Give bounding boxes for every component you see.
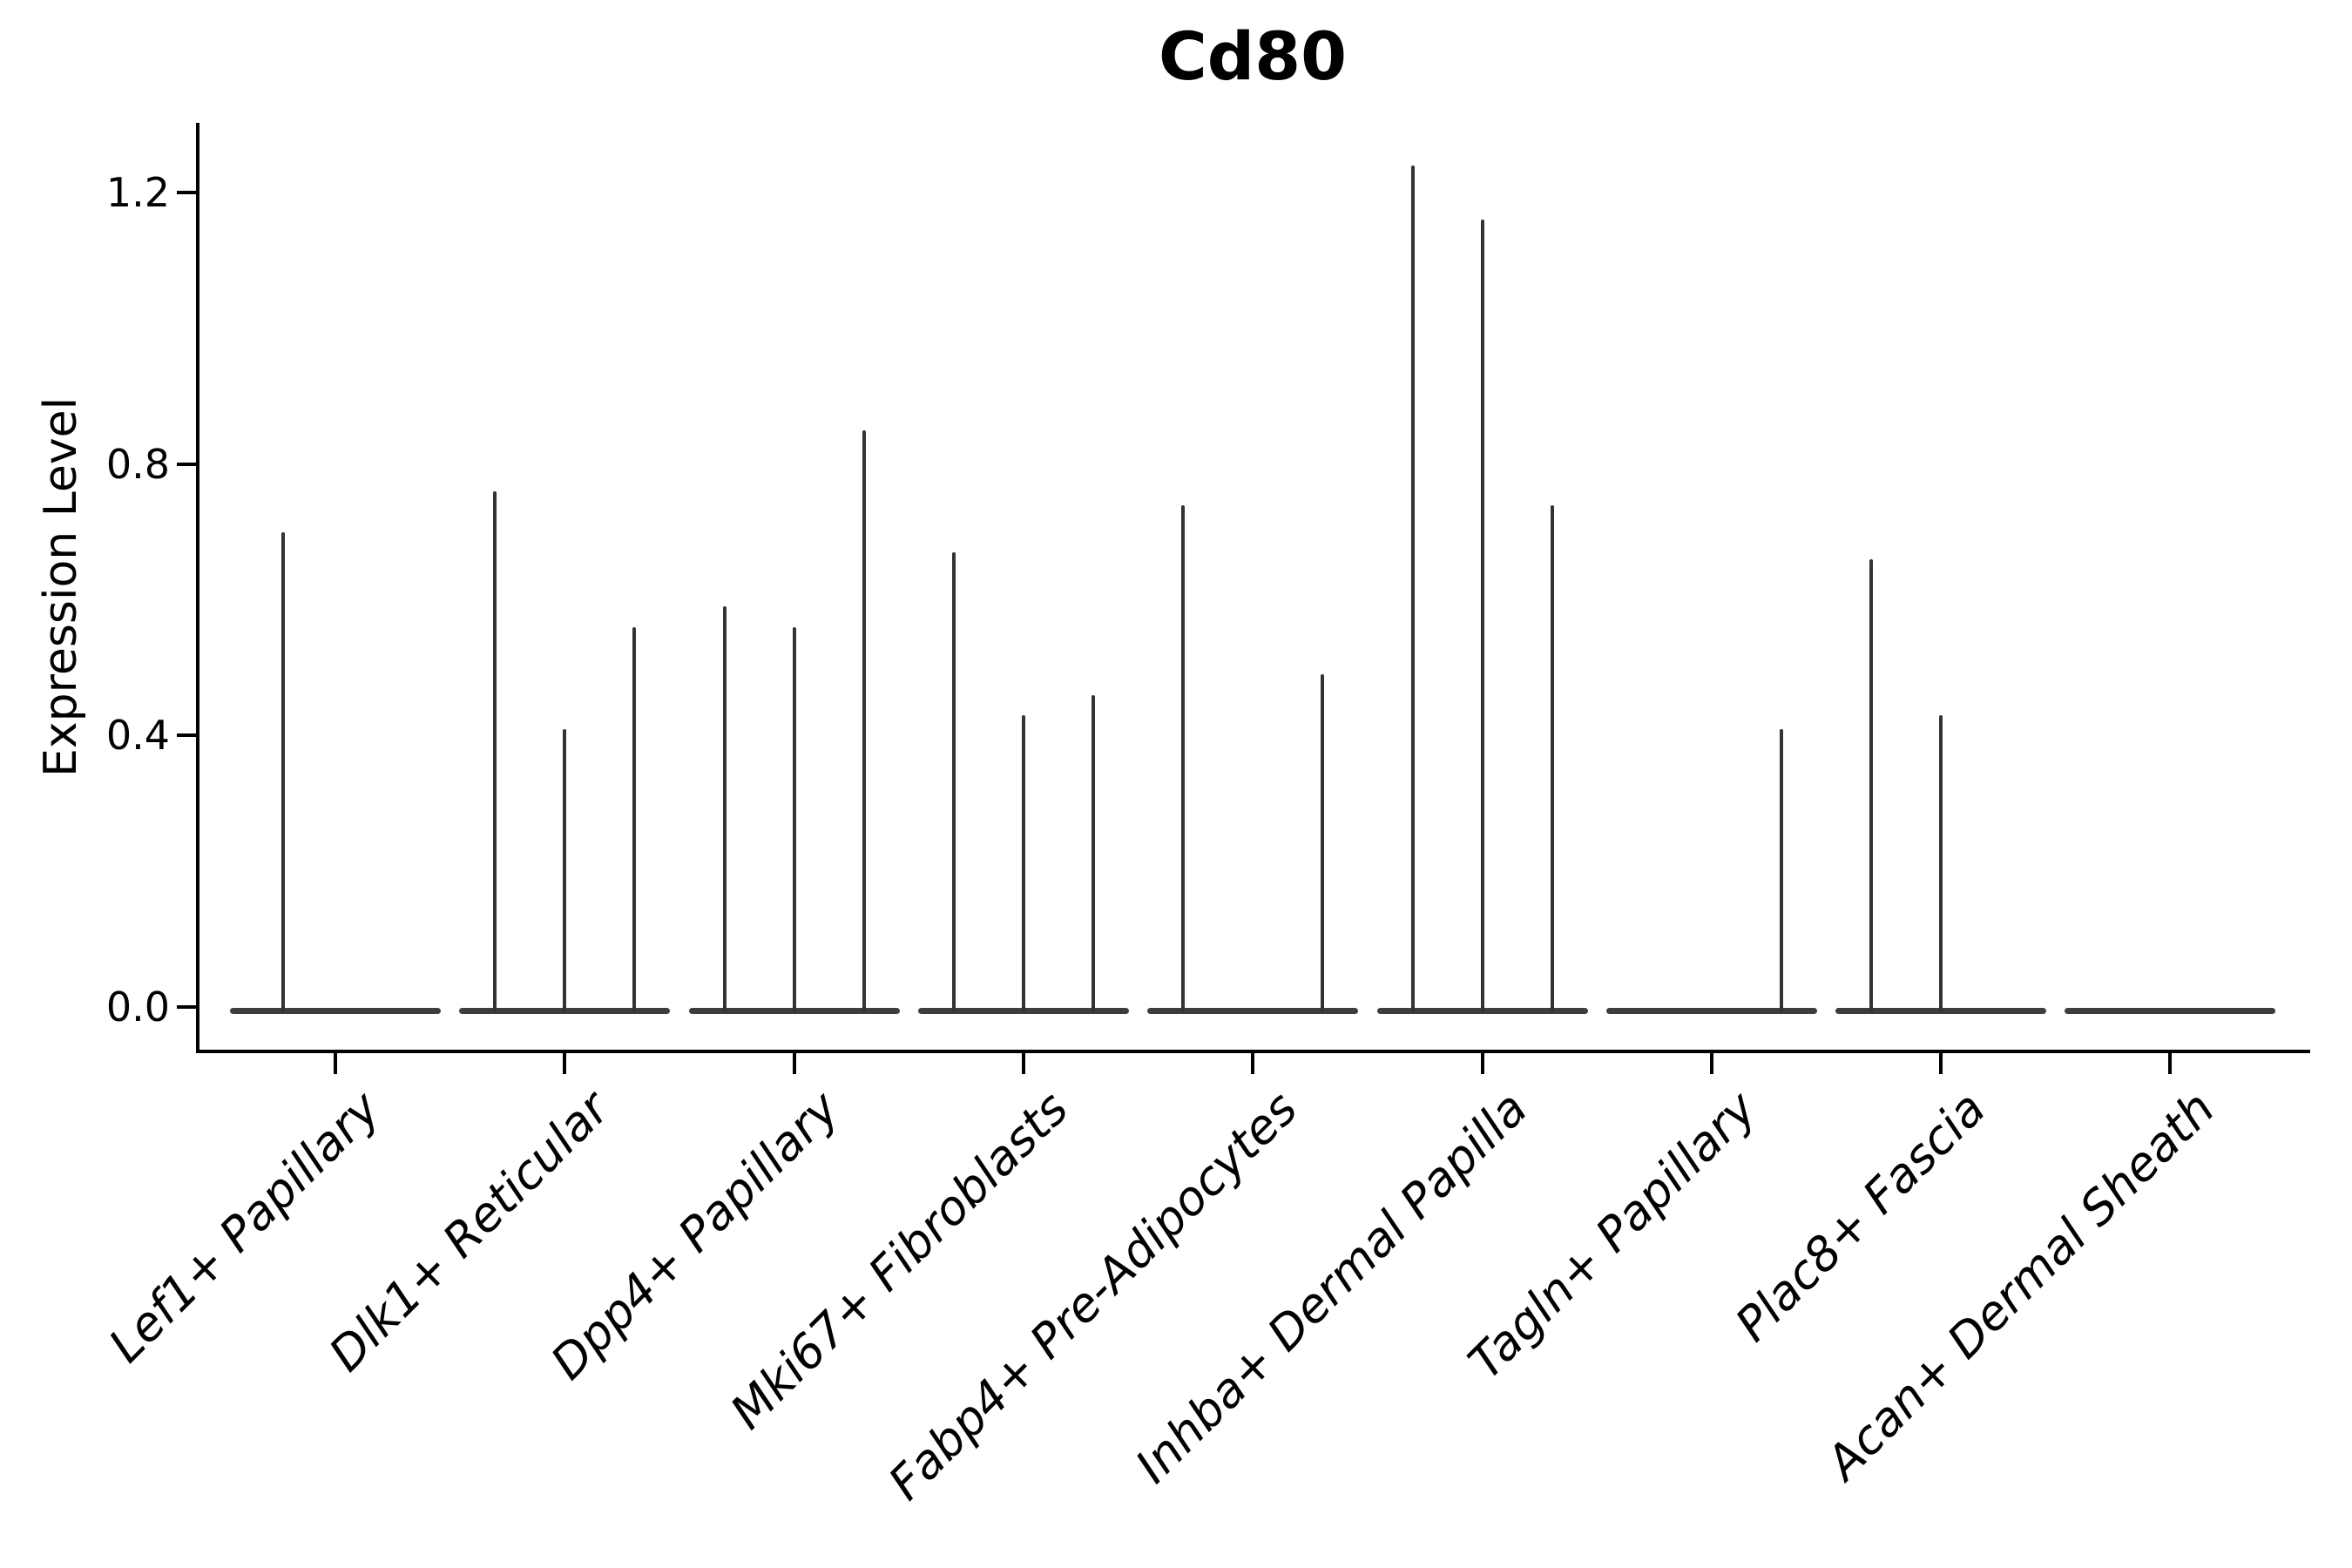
violin-spike (723, 606, 727, 1012)
violin-spike (493, 491, 497, 1012)
violin-base (2065, 1008, 2275, 1014)
x-axis-spine (196, 1050, 2310, 1053)
violin-spike (1181, 505, 1185, 1012)
y-tick-label: 0.0 (105, 983, 170, 1031)
violin-spike (1551, 505, 1554, 1012)
y-tick-mark (177, 463, 196, 466)
violin-base (230, 1008, 441, 1014)
x-tick-mark (793, 1053, 796, 1074)
y-tick-mark (177, 1005, 196, 1009)
violin-spike (632, 627, 636, 1012)
violin-spike (1321, 674, 1324, 1012)
x-tick-mark (1022, 1053, 1025, 1074)
violin-spike (563, 729, 566, 1012)
y-axis-spine (196, 123, 199, 1053)
x-tick-mark (563, 1053, 566, 1074)
x-tick-mark (2168, 1053, 2172, 1074)
violin-base (1606, 1008, 1817, 1014)
violin-spike (1481, 220, 1484, 1012)
x-tick-mark (1710, 1053, 1713, 1074)
violin-spike (1939, 715, 1943, 1012)
violin-spike (281, 532, 285, 1012)
violin-spike (1411, 166, 1415, 1012)
y-tick-label: 1.2 (105, 169, 170, 216)
chart-title: Cd80 (1159, 17, 1347, 95)
x-tick-mark (1251, 1053, 1254, 1074)
violin-base (1147, 1008, 1358, 1014)
y-tick-mark (177, 191, 196, 194)
x-tick-mark (1481, 1053, 1484, 1074)
x-tick-mark (334, 1053, 337, 1074)
violin-spike (1869, 559, 1873, 1012)
violin-spike (793, 627, 796, 1012)
x-tick-mark (1939, 1053, 1943, 1074)
y-tick-label: 0.4 (105, 712, 170, 759)
violin-spike (1092, 695, 1095, 1012)
y-tick-mark (177, 733, 196, 737)
y-tick-label: 0.8 (105, 441, 170, 488)
violin-spike (952, 552, 956, 1012)
y-axis-label: Expression Level (35, 396, 87, 778)
violin-spike (862, 430, 866, 1012)
violin-spike (1780, 729, 1783, 1012)
violin-spike (1022, 715, 1025, 1012)
